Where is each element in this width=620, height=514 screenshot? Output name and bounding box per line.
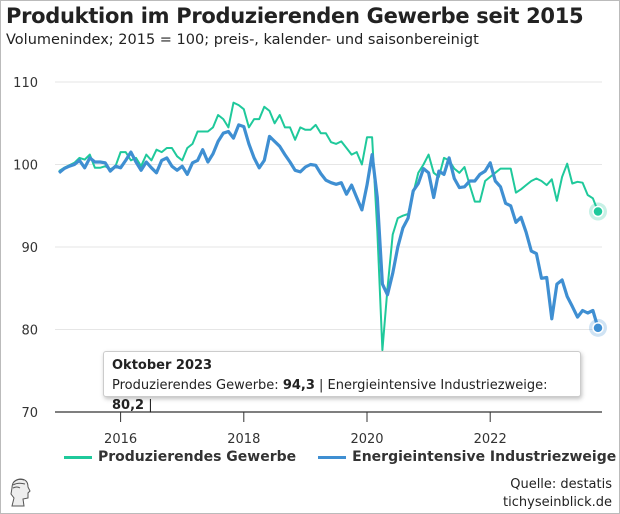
tooltip-label-2: Energieintensive Industriezweige:	[327, 378, 548, 393]
y-tick-label: 80	[21, 324, 38, 339]
tooltip-title: Oktober 2023	[112, 358, 213, 373]
tooltip: Oktober 2023 Produzierendes Gewerbe: 94,…	[103, 351, 581, 413]
series-line-energieintensive	[57, 123, 600, 329]
data-point-marker	[592, 322, 604, 334]
tooltip-separator: |	[144, 398, 153, 413]
legend-label: Produzierendes Gewerbe	[98, 449, 297, 465]
x-tick-label: 2022	[474, 432, 507, 447]
tooltip-values: Produzierendes Gewerbe: 94,3 | Energiein…	[112, 376, 572, 416]
y-tick-label: 100	[13, 159, 38, 174]
legend-label: Energieintensive Industriezweige	[352, 449, 617, 465]
series-line-produzierendes-gewerbe	[58, 101, 599, 352]
y-tick-label: 110	[13, 76, 38, 91]
tooltip-value-2: 80,2	[112, 398, 145, 413]
tooltip-label-1: Produzierendes Gewerbe:	[112, 378, 283, 393]
legend-item-energieintensive[interactable]: Energieintensive Industriezweige	[318, 449, 616, 465]
chart-title: Produktion im Produzierenden Gewerbe sei…	[6, 4, 584, 28]
tooltip-value-1: 94,3	[282, 378, 315, 393]
y-tick-label: 70	[21, 406, 38, 421]
legend: Produzierendes Gewerbe Energieintensive …	[64, 449, 616, 465]
data-point-marker	[592, 205, 604, 218]
source-text: Quelle: destatis	[510, 477, 612, 492]
legend-swatch	[64, 455, 92, 459]
site-text: tichyseinblick.de	[503, 495, 612, 510]
legend-swatch	[318, 455, 347, 459]
y-tick-label: 90	[21, 241, 38, 256]
chart-subtitle: Volumenindex; 2015 = 100; preis-, kalend…	[6, 32, 479, 48]
x-tick-label: 2018	[227, 432, 260, 447]
legend-item-produzierendes-gewerbe[interactable]: Produzierendes Gewerbe	[64, 449, 296, 465]
source-note: Quelle: destatis tichyseinblick.de	[503, 476, 612, 512]
tooltip-separator: |	[314, 378, 328, 393]
logo-icon	[6, 476, 32, 512]
x-tick-label: 2020	[350, 432, 383, 447]
x-tick-label: 2016	[104, 432, 137, 447]
